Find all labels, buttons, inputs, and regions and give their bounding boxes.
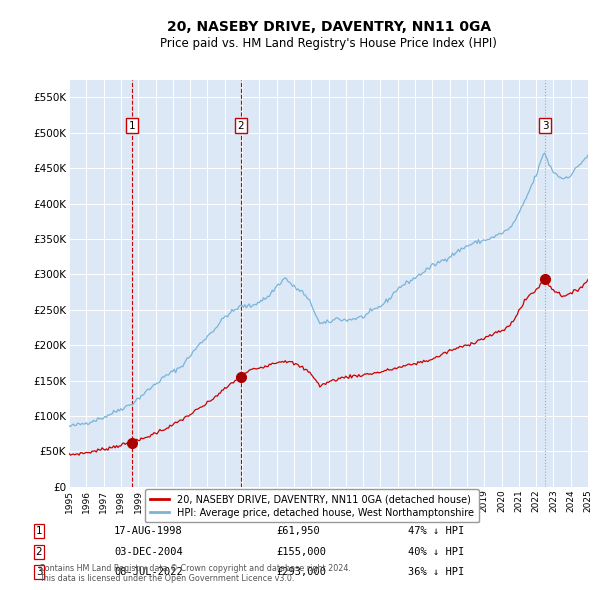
Text: 17-AUG-1998: 17-AUG-1998: [114, 526, 183, 536]
Legend: 20, NASEBY DRIVE, DAVENTRY, NN11 0GA (detached house), HPI: Average price, detac: 20, NASEBY DRIVE, DAVENTRY, NN11 0GA (de…: [145, 489, 479, 523]
Text: 20, NASEBY DRIVE, DAVENTRY, NN11 0GA: 20, NASEBY DRIVE, DAVENTRY, NN11 0GA: [167, 19, 491, 34]
Text: 1: 1: [128, 121, 135, 130]
Text: 2: 2: [238, 121, 244, 130]
Text: 47% ↓ HPI: 47% ↓ HPI: [408, 526, 464, 536]
Text: 40% ↓ HPI: 40% ↓ HPI: [408, 547, 464, 556]
Text: Contains HM Land Registry data © Crown copyright and database right 2024.
This d: Contains HM Land Registry data © Crown c…: [39, 563, 351, 583]
Text: 1: 1: [35, 526, 43, 536]
Text: 2: 2: [35, 547, 43, 556]
Text: £155,000: £155,000: [276, 547, 326, 556]
Text: 3: 3: [542, 121, 548, 130]
Text: 36% ↓ HPI: 36% ↓ HPI: [408, 568, 464, 577]
Text: 03-DEC-2004: 03-DEC-2004: [114, 547, 183, 556]
Text: £61,950: £61,950: [276, 526, 320, 536]
Text: 08-JUL-2022: 08-JUL-2022: [114, 568, 183, 577]
Text: Price paid vs. HM Land Registry's House Price Index (HPI): Price paid vs. HM Land Registry's House …: [160, 37, 497, 50]
Text: £293,000: £293,000: [276, 568, 326, 577]
Text: 3: 3: [35, 568, 43, 577]
Bar: [132, 80, 241, 487]
